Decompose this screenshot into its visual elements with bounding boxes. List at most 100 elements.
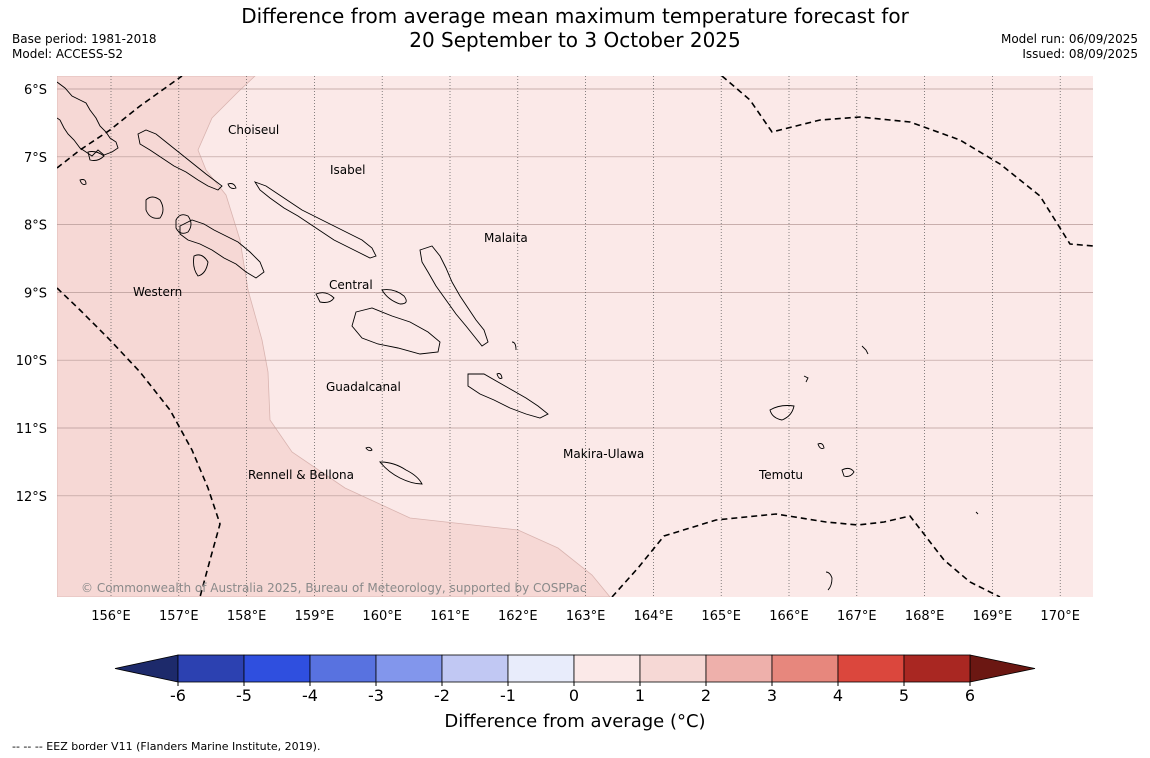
colorbar-tick-label: 4	[833, 686, 843, 705]
island-santa-cruz	[769, 405, 795, 421]
colorbar-swatch	[309, 654, 377, 683]
region-label-temotu: Temotu	[758, 468, 803, 482]
colorbar-tick-label: -6	[170, 686, 186, 705]
colorbar-swatch	[507, 654, 575, 683]
longitude-label: 167°E	[837, 609, 877, 624]
colorbar-swatch	[375, 654, 443, 683]
longitude-label: 160°E	[362, 609, 402, 624]
anomaly-area-1-2	[57, 76, 611, 597]
colorbar-tick-label: -3	[368, 686, 384, 705]
graticule	[57, 76, 1093, 597]
colorbar-tick-label: 2	[701, 686, 711, 705]
colorbar-tick-label: 1	[635, 686, 645, 705]
longitude-label: 163°E	[566, 609, 606, 624]
region-labels: Choiseul Isabel Malaita Western Central …	[133, 123, 803, 482]
model-name: Model: ACCESS-S2	[12, 47, 124, 61]
latitude-label: 10°S	[16, 354, 47, 369]
eez-border-west	[57, 287, 221, 597]
longitude-label: 165°E	[701, 609, 741, 624]
island-bougainville	[57, 81, 119, 157]
title-line-1: Difference from average mean maximum tem…	[241, 4, 909, 28]
colorbar-swatch	[573, 654, 641, 683]
longitude-label: 170°E	[1040, 609, 1080, 624]
latitude-label: 8°S	[24, 219, 47, 234]
longitude-label: 166°E	[769, 609, 809, 624]
latitude-label: 11°S	[16, 422, 47, 437]
colorbar-tick-label: 6	[965, 686, 975, 705]
latitude-label: 9°S	[24, 286, 47, 301]
colorbar-tick-label: -4	[302, 686, 318, 705]
island-choiseul	[137, 129, 223, 191]
colorbar-tick-label: 3	[767, 686, 777, 705]
colorbar-swatch	[705, 654, 773, 683]
colorbar-swatch	[243, 654, 311, 683]
eez-legend-note: -- -- -- EEZ border V11 (Flanders Marine…	[12, 740, 321, 753]
eez-border-north	[57, 76, 183, 169]
island-treasury	[87, 151, 105, 161]
island-sikaiana	[511, 341, 517, 351]
island-makira	[467, 373, 549, 419]
colorbar-under-arrow	[114, 654, 179, 683]
longitude-label: 169°E	[973, 609, 1013, 624]
colorbar-tick-label: -2	[434, 686, 450, 705]
island-shortland	[79, 179, 87, 185]
copyright-notice: © Commonwealth of Australia 2025, Bureau…	[81, 581, 586, 595]
colorbar-swatch	[771, 654, 839, 683]
longitude-label: 168°E	[905, 609, 945, 624]
eez-border	[57, 76, 1093, 597]
latitude-labels: 6°S 7°S 8°S 9°S 10°S 11°S 12°S	[16, 83, 47, 505]
base-period: Base period: 1981-2018	[12, 32, 157, 46]
eez-border-south	[611, 513, 1001, 597]
colorbar-swatch	[903, 654, 971, 683]
colorbar-over-arrow	[969, 654, 1036, 683]
longitude-label: 164°E	[634, 609, 674, 624]
island-florida	[315, 292, 335, 303]
title-line-2: 20 September to 3 October 2025	[409, 28, 741, 52]
colorbar-swatch	[639, 654, 707, 683]
colorbar-swatch	[177, 654, 245, 683]
island-ontong-java	[861, 345, 869, 355]
latitude-label: 12°S	[16, 490, 47, 505]
island-reef-islands	[803, 375, 809, 383]
island-kolombangara	[175, 214, 192, 234]
region-label-choiseul: Choiseul	[228, 123, 279, 137]
island-rendova	[193, 254, 209, 277]
colorbar-tick-label: -1	[500, 686, 516, 705]
eez-border-east	[721, 76, 1093, 247]
region-label-rennell-bellona: Rennell & Bellona	[248, 468, 354, 482]
longitude-label: 158°E	[227, 609, 267, 624]
longitude-label: 157°E	[159, 609, 199, 624]
island-rennell	[379, 461, 423, 485]
island-ulawa	[496, 373, 503, 379]
metadata-left: Base period: 1981-2018 Model: ACCESS-S2	[12, 32, 157, 62]
island-tikopia	[825, 571, 833, 591]
metadata-right: Model run: 06/09/2025 Issued: 08/09/2025	[1001, 32, 1138, 62]
map: Choiseul Isabel Malaita Western Central …	[16, 76, 1093, 624]
region-label-central: Central	[329, 278, 373, 292]
region-label-isabel: Isabel	[330, 163, 365, 177]
colorbar-ticks: -6 -5 -4 -3 -2 -1 0 1 2 3 4 5 6	[170, 682, 975, 705]
colorbar-swatch	[441, 654, 509, 683]
region-label-makira-ulawa: Makira-Ulawa	[563, 447, 644, 461]
island-santa-isabel-small	[227, 183, 237, 189]
colorbar-swatch	[837, 654, 905, 683]
island-vella-lavella	[145, 196, 164, 219]
model-run: Model run: 06/09/2025	[1000, 32, 1138, 46]
colorbar-tick-label: 0	[569, 686, 579, 705]
region-label-guadalcanal: Guadalcanal	[326, 380, 401, 394]
colorbar-title: Difference from average (°C)	[444, 711, 706, 732]
island-guadalcanal	[351, 307, 441, 355]
island-bellona	[365, 446, 373, 452]
region-label-malaita: Malaita	[484, 231, 528, 245]
longitude-label: 162°E	[498, 609, 538, 624]
island-vanikoro	[841, 467, 855, 477]
island-malaita	[419, 245, 489, 347]
longitude-label: 159°E	[295, 609, 335, 624]
latitude-label: 6°S	[24, 83, 47, 98]
island-duff	[975, 511, 979, 515]
longitude-label: 161°E	[430, 609, 470, 624]
island-new-georgia	[179, 219, 265, 279]
chart-title: Difference from average mean maximum tem…	[0, 4, 1150, 52]
colorbar-swatches	[114, 654, 1036, 683]
